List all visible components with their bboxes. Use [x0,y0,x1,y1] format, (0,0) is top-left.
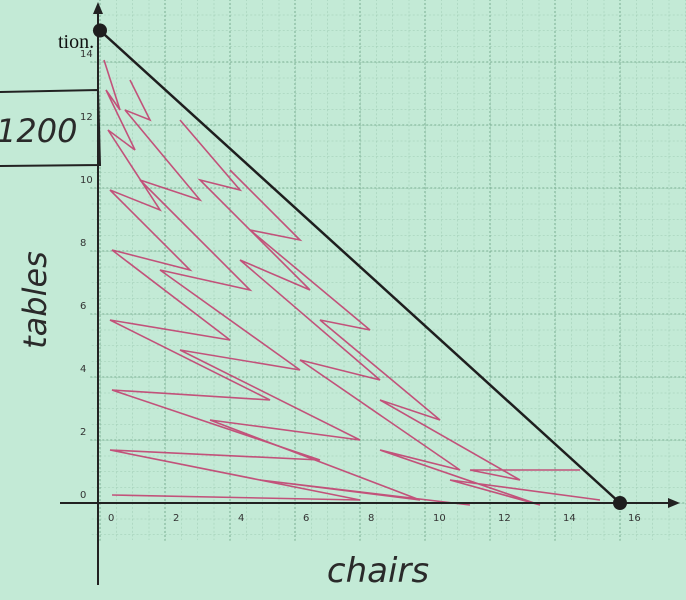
x-tick-label: 6 [303,513,309,524]
minor-grid [90,0,686,540]
y-tick-label: 12 [80,112,93,123]
x-tick-label: 8 [368,513,374,524]
annotation-box [0,88,102,167]
y-tick-label: 14 [80,49,93,60]
x-tick-label: 12 [498,513,511,524]
x-tick-label: 14 [563,513,576,524]
cropped-text: tion. [58,31,94,53]
y-tick-label: 4 [80,364,86,375]
y-tick-label: 6 [80,301,86,312]
y-tick-label: 10 [80,175,93,186]
y-tick-label: 0 [80,490,86,501]
vertex-dot [613,496,627,510]
x-tick-label: 2 [173,513,179,524]
x-tick-label: 4 [238,513,244,524]
annotation: 1200 [0,112,77,150]
x-tick-label: 16 [628,513,641,524]
y-tick-label: 2 [80,427,86,438]
y-axis-label: tables [16,251,54,349]
y-axis-arrow [93,2,103,14]
x-tick-label: 0 [108,513,114,524]
vertex-dot [93,23,107,38]
constraint-line [99,29,621,504]
shading-scribble [103,59,601,506]
plot [93,23,627,510]
x-tick-label: 10 [433,513,446,524]
x-axis-label: chairs [327,551,429,591]
y-tick-label: 8 [80,238,86,249]
x-axis-arrow [668,498,680,508]
